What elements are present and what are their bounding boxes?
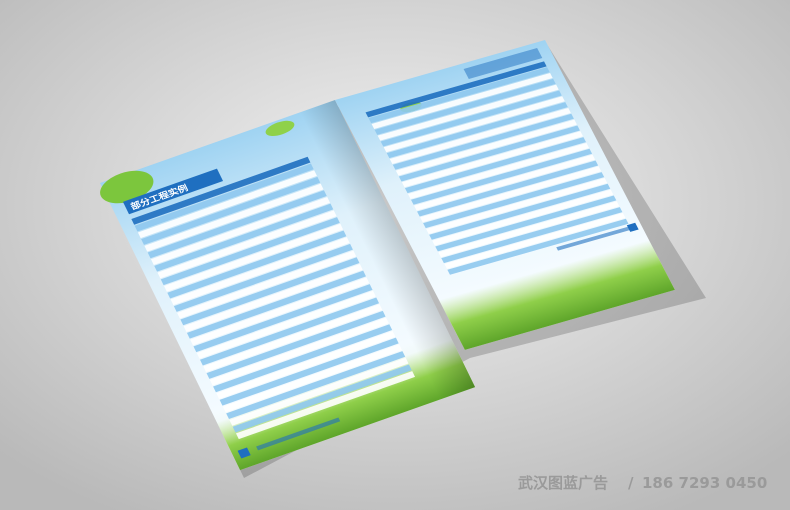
table-row [147,190,327,259]
footer-bar [556,226,632,251]
table-row [219,337,399,406]
table-row [444,212,626,269]
table-row [368,67,550,124]
table-row [196,290,376,359]
table-row [389,107,571,164]
table-row [190,277,370,346]
table-row [371,72,553,129]
footer-bar [256,417,341,451]
table-row [137,170,317,239]
table-row [200,297,380,366]
table-row [380,90,562,147]
table-row [365,61,547,118]
table-row [222,344,402,413]
table-row [206,310,386,379]
table-row [438,201,620,258]
table-row [392,113,574,170]
page-number-box [626,222,639,232]
table-row [417,160,599,217]
table-row [410,148,593,205]
table-row [131,156,311,225]
table-row [141,176,321,245]
right-page [335,39,675,350]
table-row [386,102,568,159]
table-row [432,189,614,246]
table-row [213,324,393,393]
table-row [435,195,617,252]
table-row [377,84,559,141]
table-row [414,154,596,211]
table-row [232,364,412,433]
table-row [429,183,611,240]
table-row [447,218,629,275]
table-row [404,137,587,194]
table-row [209,317,389,386]
table-row [229,357,409,426]
table-row [173,243,353,312]
table-row [407,142,590,199]
watermark: 武汉图蓝广告 / 186 7293 0450 [518,474,767,492]
header-block [463,47,543,79]
leaves [100,170,154,204]
table-row [144,183,324,252]
table-row [134,163,314,232]
table-row [183,263,363,332]
table [365,61,629,275]
page-number-box [237,447,251,459]
table-row [226,351,406,420]
table-row [423,172,605,229]
table-row [235,371,416,440]
table-row [164,223,344,292]
table-row [160,217,340,286]
table-row [203,304,383,373]
title-box [122,168,224,215]
table-row [150,196,331,265]
table-row [401,131,583,188]
left-page: 部分工程实例 [100,100,476,471]
table-row [170,237,350,306]
phone: 186 7293 0450 [642,474,767,492]
table-row [154,203,334,272]
table-row [426,177,608,234]
table-row [180,257,360,326]
spine-shade [299,100,476,400]
table-row [216,330,396,399]
separator: / [628,474,634,492]
table-row [395,119,577,176]
grass [438,239,675,350]
table-row [383,96,565,153]
table-row [167,230,347,299]
table-row [186,270,366,339]
table-row [420,166,602,223]
leaf [265,120,295,137]
table-row [441,207,623,264]
table-row [177,250,357,319]
table-row [398,125,580,182]
table-row [157,210,337,279]
table-row [193,284,373,353]
table-row [374,78,556,135]
company: 武汉图蓝广告 [518,474,608,492]
table [131,156,416,440]
